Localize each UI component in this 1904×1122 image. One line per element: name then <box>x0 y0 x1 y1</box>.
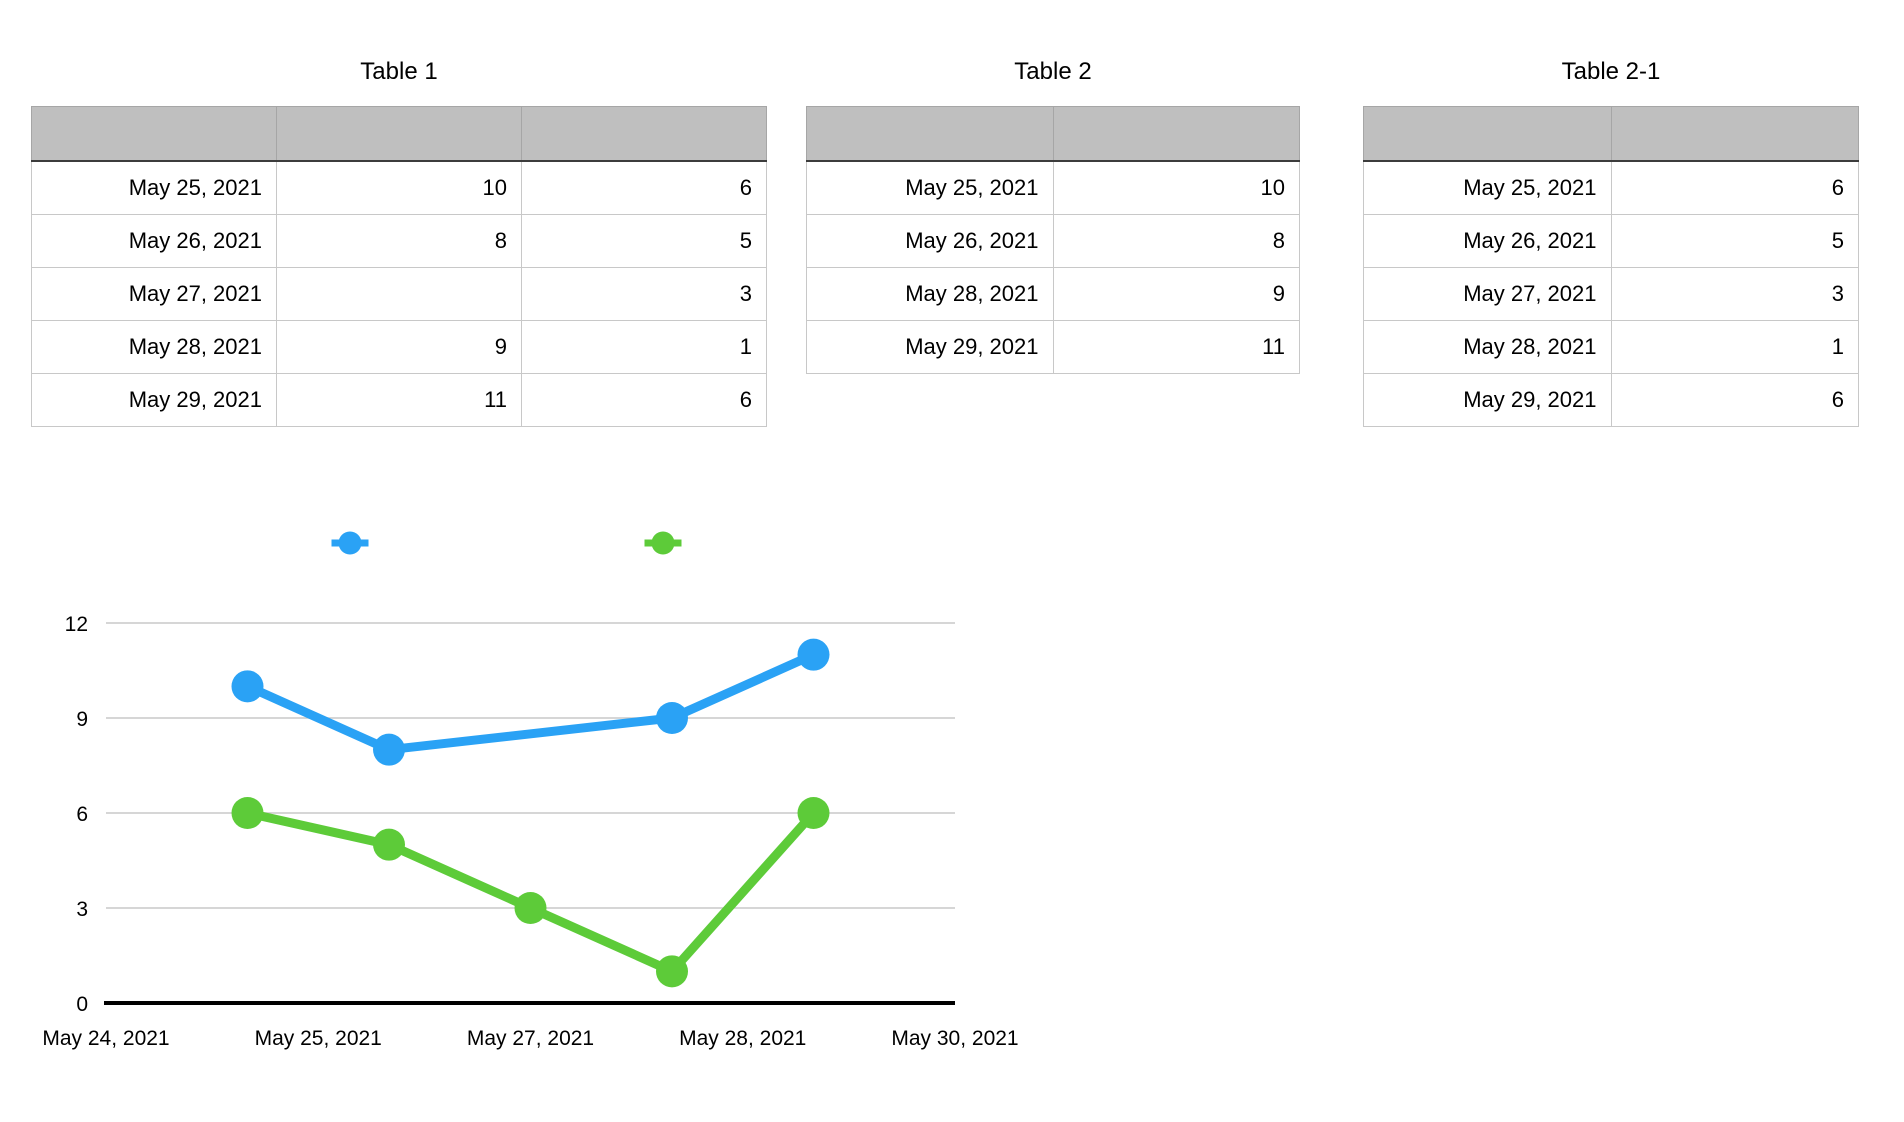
date-cell[interactable]: May 28, 2021 <box>1363 320 1612 374</box>
table-row: May 29, 2021 11 <box>806 320 1300 374</box>
date-cell[interactable]: May 29, 2021 <box>1363 373 1612 427</box>
table-2-1-title: Table 2-1 <box>1561 58 1661 85</box>
table-header-row <box>1363 106 1859 162</box>
x-axis-label: May 30, 2021 <box>891 1027 1018 1050</box>
series-point-green <box>797 797 830 829</box>
table-row: May 29, 2021 11 6 <box>31 373 767 427</box>
series-point-blue <box>797 638 830 671</box>
table-header-cell[interactable] <box>276 106 522 162</box>
date-cell[interactable]: May 28, 2021 <box>31 320 277 374</box>
value-cell[interactable]: 3 <box>1610 267 1859 321</box>
series-point-green <box>514 892 547 924</box>
x-axis-label: May 27, 2021 <box>467 1027 594 1050</box>
table-header-row <box>806 106 1300 162</box>
date-cell[interactable]: May 25, 2021 <box>806 160 1054 215</box>
series-point-blue <box>373 733 405 766</box>
table-header-cell[interactable] <box>1052 106 1300 162</box>
table-1-title: Table 1 <box>360 58 438 85</box>
y-axis-label: 12 <box>65 613 88 636</box>
value-cell[interactable]: 6 <box>1610 160 1859 215</box>
y-axis-label: 6 <box>76 803 88 826</box>
value-cell[interactable]: 5 <box>1610 214 1859 268</box>
table-row: May 25, 2021 10 6 <box>31 160 767 215</box>
y-axis-label: 3 <box>76 898 88 921</box>
series-point-blue <box>656 702 688 734</box>
value-cell[interactable]: 8 <box>1052 214 1300 268</box>
y-axis-label: 9 <box>76 708 88 731</box>
value-cell[interactable]: 6 <box>521 373 767 427</box>
value-cell[interactable]: 6 <box>521 160 767 215</box>
series-point-blue <box>231 670 264 703</box>
table-header-row <box>31 106 767 162</box>
series-point-green <box>231 797 264 829</box>
table-row: May 27, 2021 3 <box>31 267 767 321</box>
table-row: May 25, 2021 10 <box>806 160 1300 215</box>
table-row: May 28, 2021 9 <box>806 267 1300 321</box>
value-cell[interactable]: 6 <box>1610 373 1859 427</box>
table-row: May 26, 2021 8 5 <box>31 214 767 268</box>
table-2-card: Table 2 May 25, 2021 10 May 26, 2021 8 May 2… <box>806 56 1300 374</box>
table-header-cell[interactable] <box>806 106 1054 162</box>
legend-marker-blue[interactable] <box>338 531 362 555</box>
y-axis-label: 0 <box>76 993 88 1016</box>
value-cell[interactable]: 11 <box>1052 320 1300 374</box>
series-point-green <box>373 828 405 861</box>
table-1-card: Table 1 May 25, 2021 10 6 May 26, 2021 8 5 May… <box>31 56 767 427</box>
date-cell[interactable]: May 26, 2021 <box>806 214 1054 268</box>
value-cell[interactable]: 11 <box>276 373 522 427</box>
table-2-1-card: Table 2-1 May 25, 2021 6 May 26, 2021 5 May … <box>1363 56 1859 427</box>
value-cell[interactable]: 5 <box>521 214 767 268</box>
table-header-cell[interactable] <box>31 106 277 162</box>
table-row: May 26, 2021 8 <box>806 214 1300 268</box>
table-row: May 29, 2021 6 <box>1363 373 1859 427</box>
date-cell[interactable]: May 27, 2021 <box>31 267 277 321</box>
date-cell[interactable]: May 26, 2021 <box>1363 214 1612 268</box>
date-cell[interactable]: May 29, 2021 <box>806 320 1054 374</box>
date-cell[interactable]: May 29, 2021 <box>31 373 277 427</box>
legend-marker-green[interactable] <box>651 531 675 555</box>
date-cell[interactable]: May 26, 2021 <box>31 214 277 268</box>
value-cell[interactable]: 8 <box>276 214 522 268</box>
series-line-blue <box>243 650 818 755</box>
table-row: May 26, 2021 5 <box>1363 214 1859 268</box>
date-cell[interactable]: May 27, 2021 <box>1363 267 1612 321</box>
table-row: May 27, 2021 3 <box>1363 267 1859 321</box>
table-header-cell[interactable] <box>521 106 767 162</box>
date-cell[interactable]: May 28, 2021 <box>806 267 1054 321</box>
table-row: May 28, 2021 9 1 <box>31 320 767 374</box>
x-axis-label: May 28, 2021 <box>679 1027 806 1050</box>
value-cell[interactable] <box>276 267 522 321</box>
value-cell[interactable]: 10 <box>1052 160 1300 215</box>
table-header-cell[interactable] <box>1610 106 1859 162</box>
table-header-cell[interactable] <box>1363 106 1612 162</box>
table-2-title: Table 2 <box>1014 58 1092 85</box>
date-cell[interactable]: May 25, 2021 <box>1363 160 1612 215</box>
table-2-1[interactable]: May 25, 2021 6 May 26, 2021 5 May 27, 2021 3 M… <box>1363 106 1859 427</box>
table-row: May 25, 2021 6 <box>1363 160 1859 215</box>
series-point-green <box>656 955 688 988</box>
value-cell[interactable]: 9 <box>1052 267 1300 321</box>
x-axis-label: May 25, 2021 <box>255 1027 382 1050</box>
value-cell[interactable]: 1 <box>521 320 767 374</box>
table-2[interactable]: May 25, 2021 10 May 26, 2021 8 May 28, 2021 9… <box>806 106 1300 374</box>
value-cell[interactable]: 9 <box>276 320 522 374</box>
x-axis-label: May 24, 2021 <box>42 1027 169 1050</box>
table-1[interactable]: May 25, 2021 10 6 May 26, 2021 8 5 May 27, 202… <box>31 106 767 427</box>
